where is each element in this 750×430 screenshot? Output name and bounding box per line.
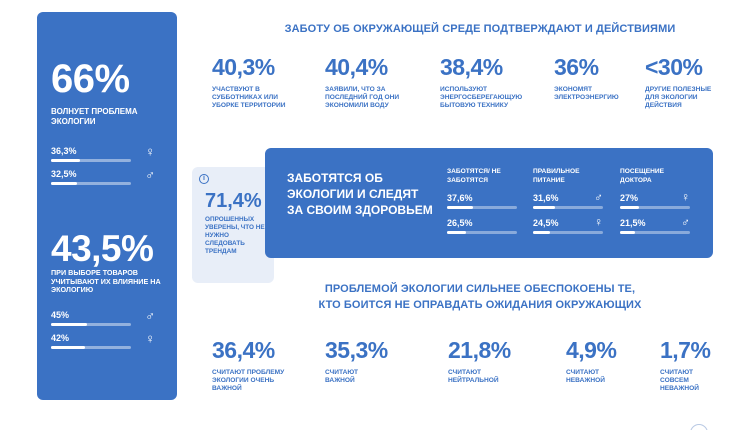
bar-track [620, 231, 690, 234]
bottom-stat-value: 35,3% [325, 337, 388, 363]
bar-value: 45% [51, 310, 70, 320]
panel-bar: 24,5% ♀ [533, 215, 603, 234]
bar-track [447, 206, 517, 209]
male-icon: ♂ [681, 215, 690, 229]
bottom-stat: 4,9% считают неважной [566, 339, 636, 385]
top-stat: <30% другие полезные для экологии действ… [645, 56, 717, 111]
female-icon: ♀ [681, 190, 690, 204]
top-stat-value: <30% [645, 54, 703, 80]
bar-value: 36,3% [51, 146, 77, 156]
bottom-stat: 1,7% считают совсем неважной [660, 339, 720, 394]
bar-track [620, 206, 690, 209]
bottom-stat-desc: считают совсем неважной [660, 369, 699, 393]
panel-bar: 21,5% ♂ [620, 215, 690, 234]
bar-fill [51, 346, 85, 349]
bar-value: 21,5% [620, 218, 646, 228]
top-stat: 40,3% участвуют в субботниках или уборке… [212, 56, 312, 111]
bar-fill [533, 231, 551, 234]
male-icon: ♂ [594, 190, 603, 204]
bar-value: 37,6% [447, 193, 473, 203]
panel-bar: 26,5% [447, 218, 517, 234]
bar-fill [51, 323, 87, 326]
male-icon: ♂ [145, 167, 155, 182]
logo-icon [690, 424, 708, 430]
bar-fill [620, 231, 636, 234]
health-panel: Заботятся об экологии и следят за своим … [265, 148, 713, 258]
bar-fill [51, 182, 77, 185]
sidebar-stat1-bar-female: 36,3% ♀ [51, 144, 161, 166]
info-card-desc: опрошенных уверены, что не нужно следова… [205, 216, 265, 255]
bar-value: 32,5% [51, 169, 77, 179]
panel-column-header: Правильное питание [533, 168, 580, 184]
panel-bar: 37,6% [447, 193, 517, 209]
bar-track [51, 182, 131, 185]
sidebar-stat1-value: 66% [51, 57, 130, 101]
info-icon: i [199, 174, 209, 184]
bottom-stat-value: 4,9% [566, 337, 617, 363]
top-stat: 38,4% используют энергосберегающую бытов… [440, 56, 540, 111]
top-stat-value: 36% [554, 54, 599, 80]
bar-value: 26,5% [447, 218, 473, 228]
female-icon: ♀ [145, 144, 155, 159]
bar-value: 42% [51, 333, 70, 343]
bar-track [533, 206, 603, 209]
sidebar-panel: 66% Волнует проблема экологии 36,3% ♀ 32… [37, 12, 177, 400]
bottom-stat-desc: считают проблему экологии очень важной [212, 369, 285, 393]
panel-bar: 27% ♀ [620, 190, 690, 209]
bar-value: 24,5% [533, 218, 559, 228]
bottom-stat-value: 21,8% [448, 337, 511, 363]
top-stat: 36% экономят электроэнергию [554, 56, 634, 102]
top-stat-desc: заявили, что за последний год они эконом… [325, 86, 400, 110]
bottom-stat-desc: считают неважной [566, 369, 605, 385]
bar-track [51, 323, 131, 326]
bottom-stat-value: 1,7% [660, 337, 711, 363]
bar-track [51, 346, 131, 349]
bar-fill [620, 206, 639, 209]
top-stat-desc: другие полезные для экологии действия [645, 86, 712, 110]
top-stat-desc: участвуют в субботниках или уборке терри… [212, 86, 286, 110]
bar-fill [533, 206, 556, 209]
panel-column-header: Посещение доктора [620, 168, 665, 184]
bottom-stat-desc: считают важной [325, 369, 359, 385]
bar-fill [51, 159, 81, 162]
bottom-section-title-line1: ПРОБЛЕМОЙ ЭКОЛОГИИ СИЛЬНЕЕ ОБЕСПОКОЕНЫ Т… [324, 283, 636, 295]
sidebar-stat1-bar-male: 32,5% ♂ [51, 167, 161, 189]
sidebar-stat2-caption: при выборе товаров учитывают их влияние … [51, 268, 161, 295]
top-section-title: ЗАБОТУ ОБ ОКРУЖАЮЩЕЙ СРЕДЕ ПОДТВЕРЖДАЮТ … [284, 23, 676, 35]
sidebar-stat2-value: 43,5% [51, 228, 154, 269]
top-stat-desc: используют энергосберегающую бытовую тех… [440, 86, 523, 110]
bottom-stat: 35,3% считают важной [325, 339, 415, 385]
sidebar-stat2-bar-male: 45% ♂ [51, 308, 161, 330]
sidebar-stat1-caption: Волнует проблема экологии [51, 107, 138, 126]
panel-column-header: Заботятся/ не заботятся [447, 168, 501, 184]
panel-title: Заботятся об экологии и следят за своим … [287, 171, 433, 218]
top-stat-value: 40,3% [212, 54, 275, 80]
top-stat-value: 40,4% [325, 54, 388, 80]
panel-bar: 31,6% ♂ [533, 190, 603, 209]
info-card: i 71,4% опрошенных уверены, что не нужно… [192, 167, 274, 283]
top-stat-desc: экономят электроэнергию [554, 86, 619, 102]
bar-fill [447, 206, 474, 209]
female-icon: ♀ [145, 331, 155, 346]
bar-track [533, 231, 603, 234]
bar-value: 27% [620, 193, 639, 203]
bottom-stat: 21,8% считают нейтральной [448, 339, 538, 385]
bottom-stat-desc: считают нейтральной [448, 369, 499, 385]
male-icon: ♂ [145, 308, 155, 323]
bottom-section-title-line2: КТО БОИТСЯ НЕ ОПРАВДАТЬ ОЖИДАНИЯ ОКРУЖАЮ… [318, 299, 642, 311]
sidebar-stat2-bar-female: 42% ♀ [51, 331, 161, 353]
top-stat: 40,4% заявили, что за последний год они … [325, 56, 425, 111]
bar-value: 31,6% [533, 193, 559, 203]
female-icon: ♀ [594, 215, 603, 229]
top-stat-value: 38,4% [440, 54, 503, 80]
bottom-stat: 36,4% считают проблему экологии очень ва… [212, 339, 312, 394]
bar-track [51, 159, 131, 162]
bottom-stat-value: 36,4% [212, 337, 275, 363]
bar-track [447, 231, 517, 234]
bar-fill [447, 231, 466, 234]
info-card-value: 71,4% [205, 190, 262, 212]
